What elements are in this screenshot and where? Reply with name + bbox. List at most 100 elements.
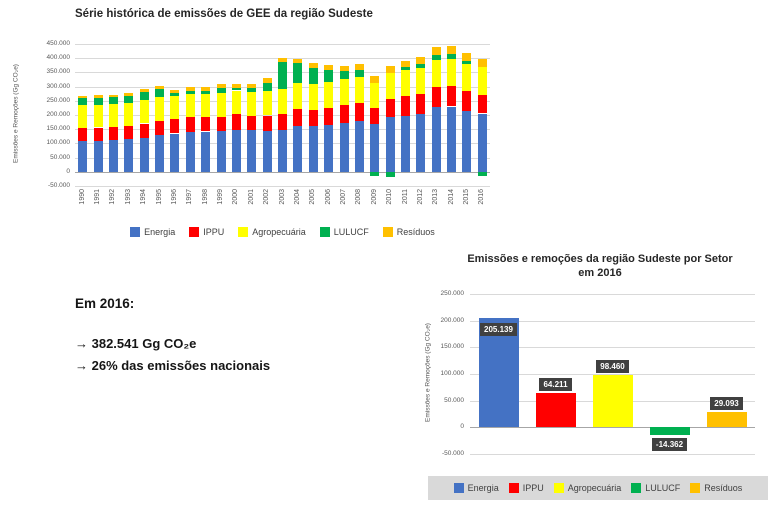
bar-segment [308, 126, 318, 172]
bar-segment [108, 94, 118, 98]
bar-segment [477, 171, 487, 176]
bar-segment [201, 117, 211, 132]
bar-segment [78, 105, 88, 128]
legend-swatch [319, 227, 330, 237]
bar [478, 317, 519, 428]
legend-swatch [130, 227, 141, 237]
bar-segment [477, 67, 487, 96]
bar-data-label-text: 29.093 [710, 396, 743, 410]
y-tick-label: 450.000 [46, 40, 71, 47]
bar-segment [124, 102, 134, 126]
bar-data-label-text: -14.362 [651, 438, 688, 451]
x-tick-label: 2012 [416, 189, 424, 205]
bar-segment [78, 98, 88, 106]
bar-segment [185, 117, 195, 133]
bar-segment [293, 83, 303, 109]
legend-label: Energia [144, 227, 176, 237]
bar-segment [231, 90, 241, 115]
bar-segment [170, 89, 180, 94]
bar-segment [431, 107, 441, 172]
sector-chart-title-line2: em 2016 [578, 267, 622, 279]
legend-item: LULUCF [319, 227, 369, 237]
sector-chart-title: Emissões e remoções da região Sudeste po… [440, 252, 760, 280]
x-tick-label: 2014 [447, 189, 455, 205]
bar-data-label-text: 205.139 [480, 322, 517, 336]
bar-segment [416, 57, 426, 65]
x-tick-label: 2013 [432, 189, 440, 205]
bar-segment [354, 70, 364, 77]
bar-segment [124, 92, 134, 96]
bar-segment [201, 86, 211, 91]
bar-segment [278, 57, 287, 63]
legend-label: LULUCF [645, 483, 681, 493]
bar-segment [401, 60, 410, 68]
bar [649, 427, 690, 435]
bar-segment [216, 87, 226, 94]
summary-2016: Em 2016: → 382.541 Gg CO₂e → 26% das emi… [75, 296, 270, 377]
bar-segment [401, 96, 410, 116]
y-tick-label: 0 [66, 167, 70, 175]
bar-data-label: 98.460 [586, 359, 640, 373]
x-tick-label: 1998 [201, 189, 209, 205]
y-tick-label: 300.000 [46, 82, 71, 90]
bar-segment [108, 126, 118, 140]
y-tick-label: 350.000 [46, 68, 71, 76]
bar-segment [354, 102, 364, 121]
x-tick-label: 2010 [386, 189, 394, 205]
bar-segment [139, 89, 149, 93]
historical-legend: Energia IPPU Agropecuária LULUCF Resíduos [75, 227, 490, 237]
bar-segment [447, 53, 457, 59]
bar-segment [324, 70, 334, 82]
bar-data-label-text: 64.211 [539, 378, 572, 392]
bar-segment [339, 123, 349, 172]
legend-swatch [238, 227, 249, 237]
x-tick-label: 1990 [78, 189, 86, 205]
bar-segment [385, 73, 395, 99]
x-axis-line [470, 427, 755, 429]
x-tick-label: 1991 [94, 189, 102, 205]
bar-data-label: -14.362 [643, 438, 697, 451]
sector-legend: Energia IPPU Agropecuária LULUCF Resíduos [428, 476, 768, 500]
legend-label: Agropecuária [252, 227, 306, 237]
bar-segment [324, 81, 334, 108]
bar-segment [139, 137, 149, 172]
gridline [470, 454, 755, 455]
bar-segment [431, 59, 441, 87]
bar-segment [247, 115, 257, 131]
bar-segment [139, 123, 149, 138]
bar-segment [231, 87, 241, 91]
bar-segment [124, 139, 134, 172]
bar-segment [262, 115, 272, 131]
bar-segment [93, 104, 103, 128]
bar-segment [155, 86, 164, 90]
bar-segment [247, 88, 257, 92]
gridline [75, 186, 490, 187]
bar-segment [93, 97, 103, 105]
bar-segment [170, 93, 180, 96]
bar [535, 393, 576, 428]
x-axis-line [75, 171, 490, 173]
legend-swatch [453, 483, 464, 493]
bar-segment [216, 93, 226, 117]
bar-segment [262, 130, 272, 172]
bar-segment [185, 94, 195, 118]
bar-segment [477, 95, 487, 114]
bar-segment [431, 54, 441, 60]
bar-data-label-text: 98.460 [596, 359, 629, 373]
bar-segment [185, 87, 195, 91]
gridline [75, 44, 490, 45]
x-tick-label: 2007 [340, 189, 347, 205]
y-tick-label: 100.000 [46, 139, 71, 147]
bar-segment [170, 133, 180, 172]
bar-segment [201, 94, 211, 118]
bar-segment [370, 124, 380, 172]
y-tick-label: 100.000 [440, 370, 465, 377]
gridline [75, 129, 490, 131]
y-tick-label: 200.000 [46, 111, 71, 118]
bar-segment [370, 82, 380, 109]
legend-label: Resíduos [396, 227, 435, 237]
legend-label: Resíduos [704, 483, 743, 493]
legend-swatch [690, 483, 701, 493]
legend-label: LULUCF [333, 227, 369, 237]
legend-item: Resíduos [382, 227, 435, 237]
